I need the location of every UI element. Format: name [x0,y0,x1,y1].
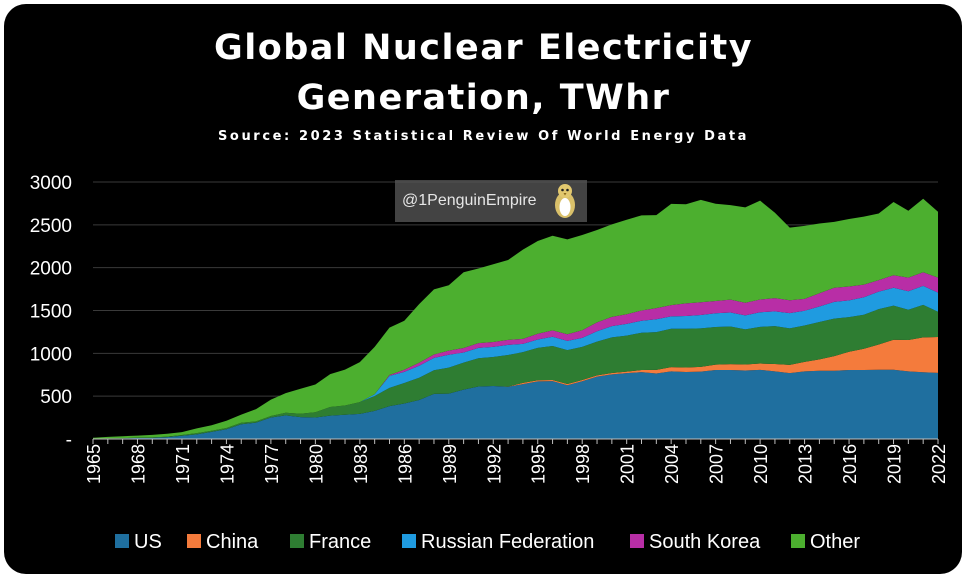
y-tick-label: 2000 [30,259,72,280]
legend-label: France [309,531,371,553]
x-tick-label: 1974 [217,444,237,484]
x-tick-label: 2001 [618,444,638,484]
x-tick-label: 1977 [262,444,282,484]
x-tick-label: 2013 [796,444,816,484]
chart-subtitle: Source: 2023 Statistical Review Of World… [217,129,750,144]
x-tick-label: 2016 [840,444,860,484]
legend-label: China [206,531,259,553]
x-tick-label: 1968 [128,444,148,484]
legend-label: Russian Federation [421,531,594,553]
x-tick-label: 1995 [529,444,549,484]
legend-swatch [630,534,644,548]
area-russian-federation [93,285,938,439]
y-tick-label: - [66,430,72,451]
x-tick-label: 1989 [440,444,460,484]
chart-title-line2: Generation, TWhr [296,78,671,118]
penguin-icon [555,184,575,218]
legend-item-us: US [115,531,162,553]
watermark-badge: @1PenguinEmpire [395,180,587,222]
y-tick-label: 500 [40,387,72,408]
legend-label: South Korea [649,531,761,553]
x-tick-label: 2004 [662,444,682,484]
y-tick-label: 2500 [30,216,72,237]
y-tick-label: 3000 [30,173,72,194]
area-south-korea [93,272,938,439]
x-tick-label: 2010 [751,444,771,484]
area-france [93,304,938,439]
x-tick-label: 1986 [395,444,415,484]
legend-swatch [187,534,201,548]
x-tick-label: 1965 [84,444,104,484]
y-tick-label: 1000 [30,344,72,365]
legend-item-russian-federation: Russian Federation [402,531,594,553]
legend-label: US [134,531,162,553]
legend-item-china: China [187,531,259,553]
x-tick-label: 1980 [306,444,326,484]
series-areas [93,198,938,439]
x-tick-label: 1971 [173,444,193,484]
legend-swatch [402,534,416,548]
area-other [93,198,938,439]
x-tick-label: 2007 [707,444,727,484]
legend-swatch [791,534,805,548]
y-axis: - 500 1000 1500 2000 2500 3000 [30,173,72,451]
y-tick-label: 1500 [30,302,72,323]
legend-item-south-korea: South Korea [630,531,761,553]
legend-item-other: Other [791,531,860,553]
legend-swatch [115,534,129,548]
x-tick-label: 1992 [484,444,504,484]
legend-swatch [290,534,304,548]
watermark-handle: @1PenguinEmpire [402,192,537,209]
x-axis: 1965 1968 1971 1974 1977 1980 1983 1986 1989 1992… [84,438,949,484]
chart-title-line1: Global Nuclear Electricity [213,28,754,68]
x-tick-label: 1983 [351,444,371,484]
legend-item-france: France [290,531,371,553]
x-tick-label: 2019 [885,444,905,484]
area-us [93,369,938,439]
legend: US China France Russian Federation South Kor… [115,531,860,553]
x-tick-label: 1998 [573,444,593,484]
x-tick-label: 2022 [929,444,949,484]
legend-label: Other [810,531,860,553]
